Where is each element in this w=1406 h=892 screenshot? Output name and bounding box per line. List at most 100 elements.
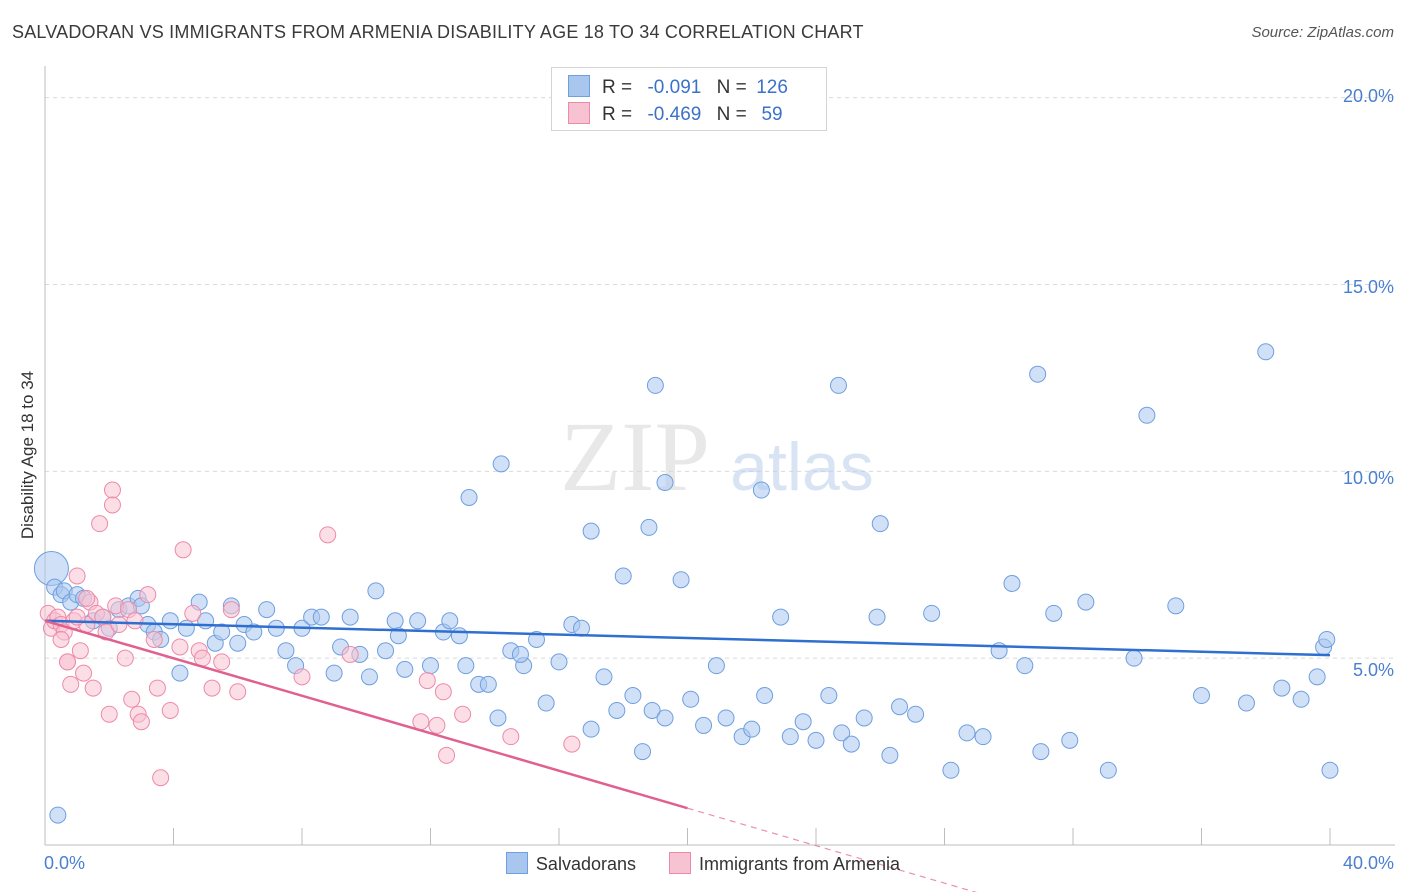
armenia-point xyxy=(132,713,150,731)
salvadorans-point xyxy=(171,664,189,682)
swatch-armenia xyxy=(568,102,590,124)
salvadorans-point xyxy=(360,668,378,686)
salvadorans-point xyxy=(855,709,873,727)
watermark-zip: ZIP xyxy=(560,401,710,512)
salvadorans-point xyxy=(396,660,414,678)
armenia-point xyxy=(293,668,311,686)
salvadorans-point xyxy=(717,709,735,727)
armenia-point xyxy=(126,612,144,630)
salvadorans-point xyxy=(1029,365,1047,383)
y-tick-label: 10.0% xyxy=(1342,468,1394,488)
armenia-point xyxy=(184,604,202,622)
salvadorans-point xyxy=(807,731,825,749)
legend-label: Immigrants from Armenia xyxy=(699,854,901,874)
armenia-point xyxy=(454,705,472,723)
salvadorans-point xyxy=(682,690,700,708)
salvadorans-point xyxy=(1237,694,1255,712)
armenia-point xyxy=(418,672,436,690)
n-value: 126 xyxy=(756,77,788,98)
salvadorans-point xyxy=(756,687,774,705)
salvadorans-point xyxy=(49,806,67,824)
salvadorans-point xyxy=(277,642,295,660)
salvadorans-point xyxy=(640,518,658,536)
salvadorans-point xyxy=(377,642,395,660)
salvadorans-point xyxy=(608,701,626,719)
salvadorans-point xyxy=(1273,679,1291,697)
chart-title: SALVADORAN VS IMMIGRANTS FROM ARMENIA DI… xyxy=(12,22,864,42)
salvadorans-point xyxy=(656,474,674,492)
salvadorans-point xyxy=(245,623,263,641)
x-axis xyxy=(44,66,1395,846)
legend: Salvadorans Immigrants from Armenia xyxy=(0,852,1406,875)
salvadorans-point xyxy=(511,645,529,663)
salvadorans-point xyxy=(624,687,642,705)
salvadorans-point xyxy=(1077,593,1095,611)
salvadorans-point xyxy=(833,724,851,742)
trend-lines xyxy=(44,619,1331,892)
armenia-trend-line xyxy=(44,619,688,810)
legend-label: Salvadorans xyxy=(535,854,636,874)
legend-item-salvadorans[interactable]: Salvadorans xyxy=(505,852,636,875)
salvadorans-point xyxy=(1099,761,1117,779)
armenia-point xyxy=(71,642,89,660)
armenia-point xyxy=(110,616,128,634)
armenia-point xyxy=(171,638,189,656)
salvadorans-point xyxy=(595,668,613,686)
armenia-point xyxy=(341,645,359,663)
armenia-point xyxy=(68,567,86,585)
salvadorans-point xyxy=(707,657,725,675)
armenia-point xyxy=(123,690,141,708)
salvadorans-point xyxy=(1016,657,1034,675)
salvadorans-point xyxy=(781,728,799,746)
salvadorans-point xyxy=(389,627,407,645)
watermark-atlas: atlas xyxy=(730,429,874,505)
swatch-salvadorans xyxy=(568,75,590,97)
salvadorans-point xyxy=(213,623,231,641)
salvadorans-point xyxy=(1003,574,1021,592)
salvadorans-point xyxy=(1032,743,1050,761)
salvadorans-point xyxy=(457,657,475,675)
armenia-trend-extension xyxy=(687,807,977,892)
armenia-point xyxy=(161,701,179,719)
salvadorans-point xyxy=(550,653,568,671)
salvadorans-point xyxy=(1292,690,1310,708)
salvadorans-point xyxy=(1138,406,1156,424)
armenia-point xyxy=(145,630,163,648)
armenia-point xyxy=(502,728,520,746)
armenia-point xyxy=(152,769,170,787)
armenia-point xyxy=(229,683,247,701)
salvadorans-point xyxy=(695,716,713,734)
legend-swatch xyxy=(505,852,528,874)
salvadorans-point xyxy=(656,709,674,727)
x-min-label: 0.0% xyxy=(44,853,86,873)
salvadorans-point xyxy=(312,608,330,626)
salvadorans-point xyxy=(974,728,992,746)
salvadorans-point xyxy=(582,720,600,738)
salvadorans-point xyxy=(646,376,664,394)
armenia-point xyxy=(116,649,134,667)
salvadorans-point xyxy=(752,481,770,499)
gridlines xyxy=(45,97,1395,659)
salvadorans-point xyxy=(1125,649,1143,667)
salvadorans-point xyxy=(1321,761,1339,779)
salvadorans-point xyxy=(177,619,195,637)
armenia-point xyxy=(58,653,76,671)
salvadorans-point xyxy=(537,694,555,712)
salvadorans-point xyxy=(634,743,652,761)
salvadorans-point xyxy=(367,582,385,600)
armenia-point xyxy=(148,679,166,697)
salvadorans-point xyxy=(161,612,179,630)
armenia-point xyxy=(434,683,452,701)
armenia-point xyxy=(222,601,240,619)
legend-swatch xyxy=(669,852,692,874)
salvadorans-point xyxy=(489,709,507,727)
r-label: R = xyxy=(602,104,633,125)
salvadorans-point xyxy=(614,567,632,585)
salvadorans-point xyxy=(942,761,960,779)
armenia-point xyxy=(75,664,93,682)
salvadorans-point xyxy=(958,724,976,742)
salvadorans-point xyxy=(258,601,276,619)
series-salvadorans-points xyxy=(33,343,1339,824)
legend-item-armenia[interactable]: Immigrants from Armenia xyxy=(669,852,900,875)
